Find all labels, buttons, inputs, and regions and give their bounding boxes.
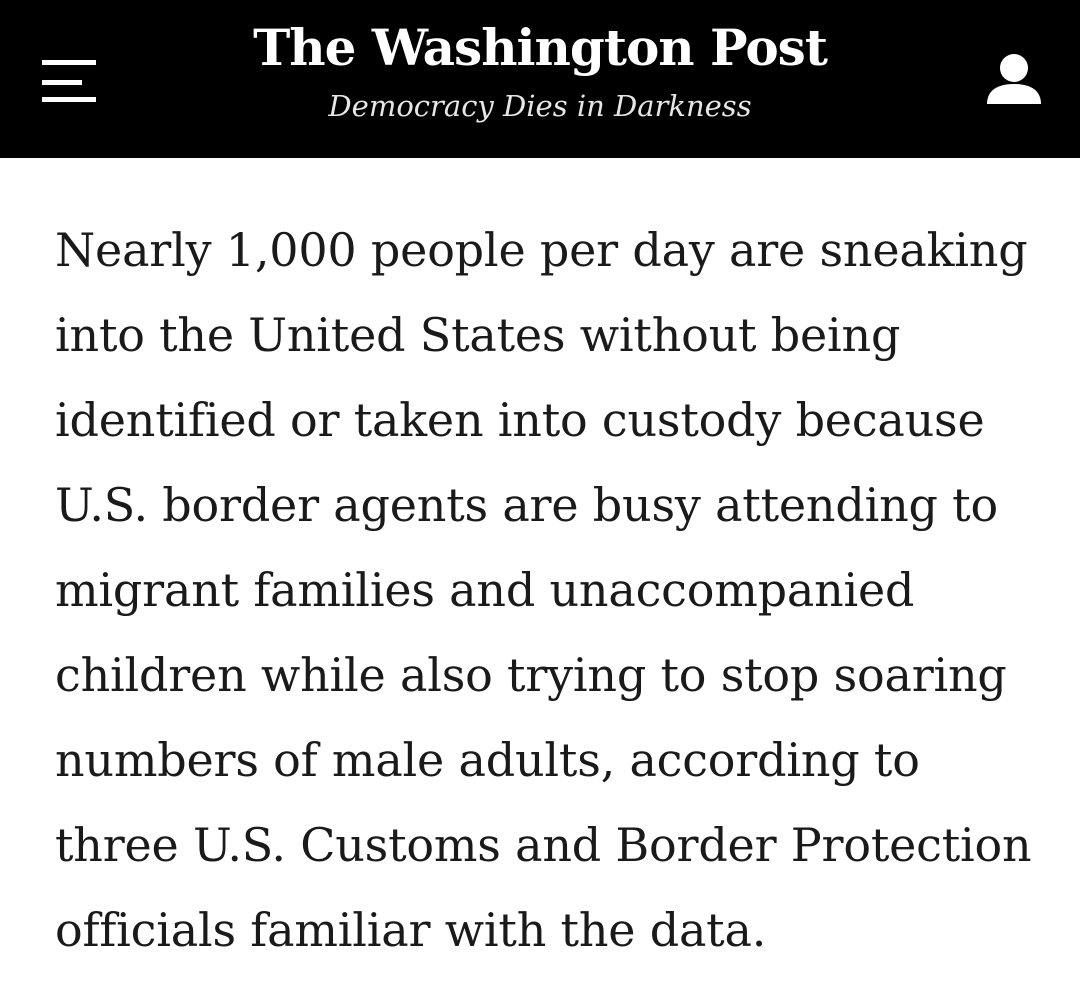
article-line: into the United States without being bbox=[55, 308, 901, 362]
site-tagline: Democracy Dies in Darkness bbox=[328, 89, 752, 123]
user-account-icon bbox=[987, 54, 1041, 104]
article-line: officials familiar with the data. bbox=[55, 903, 767, 957]
article-line: three U.S. Customs and Border Protection bbox=[55, 818, 1032, 872]
article-line: children while also trying to stop soari… bbox=[55, 648, 1007, 702]
article-line: identified or taken into custody because bbox=[55, 393, 985, 447]
site-logo[interactable]: The Washington Post bbox=[253, 18, 828, 77]
article-line: U.S. border agents are busy attending to bbox=[55, 478, 998, 532]
article-line: Nearly 1,000 people per day are sneaking bbox=[55, 223, 1028, 277]
site-header: The Washington Post Democracy Dies in Da… bbox=[0, 0, 1080, 158]
menu-button[interactable] bbox=[30, 46, 106, 114]
masthead: The Washington Post Democracy Dies in Da… bbox=[180, 10, 900, 126]
article-body: Nearly 1,000 people per day are sneaking… bbox=[55, 208, 1035, 973]
account-button[interactable] bbox=[976, 46, 1052, 114]
article-line: migrant families and unaccompanied bbox=[55, 563, 915, 617]
hamburger-menu-icon bbox=[42, 60, 96, 102]
article-line: numbers of male adults, according to bbox=[55, 733, 920, 787]
